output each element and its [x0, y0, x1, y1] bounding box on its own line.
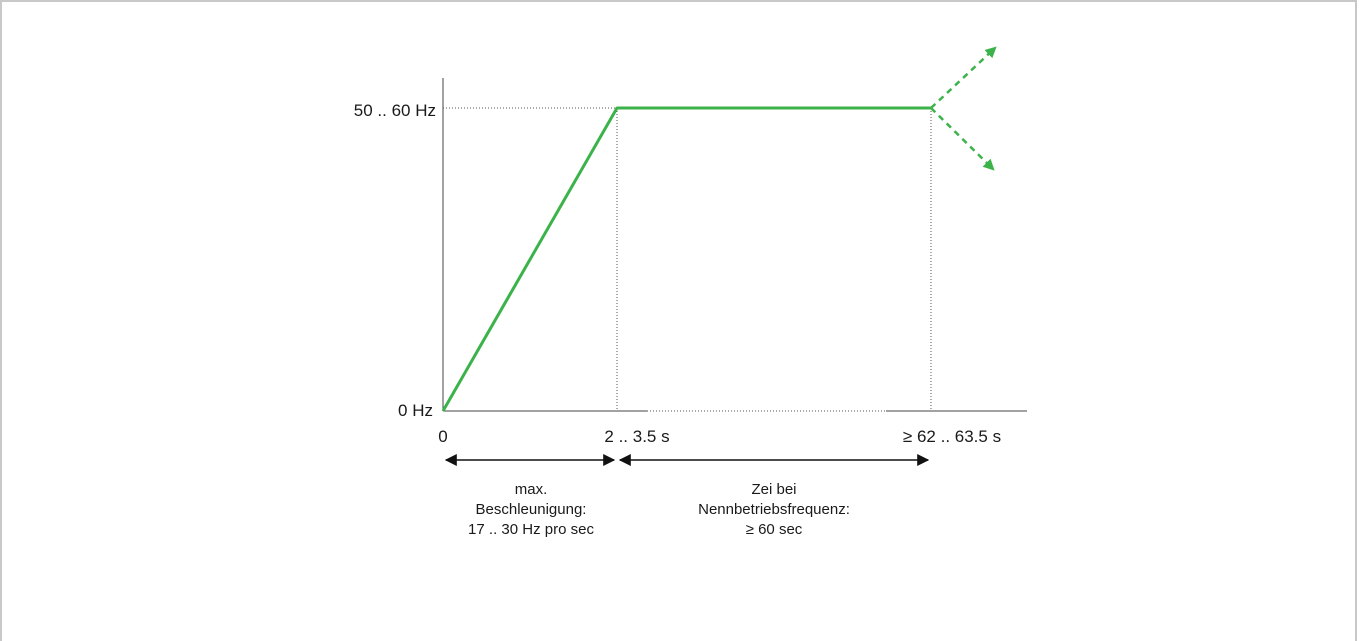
y-label-max-frequency: 50 .. 60 Hz [354, 101, 436, 120]
acceleration-caption-line-3: 17 .. 30 Hz pro sec [468, 521, 594, 538]
frequency-profile-line [441, 106, 931, 412]
rated-time-caption-line-3: ≥ 60 sec [746, 521, 803, 538]
y-label-zero: 0 Hz [398, 401, 433, 420]
profile-down-arrow [930, 107, 995, 171]
profile-up-arrow [930, 46, 997, 109]
x-label-origin: 0 [438, 427, 447, 446]
rated-time-caption-line-1: Zei bei [751, 481, 796, 498]
acceleration-caption-line-1: max. [515, 481, 548, 498]
acceleration-caption-line-2: Beschleunigung: [476, 501, 587, 518]
x-label-hold-end: ≥ 62 .. 63.5 s [903, 427, 1001, 446]
x-label-ramp-end: 2 .. 3.5 s [604, 427, 669, 446]
rated-time-caption-line-2: Nennbetriebsfrequenz: [698, 501, 850, 518]
